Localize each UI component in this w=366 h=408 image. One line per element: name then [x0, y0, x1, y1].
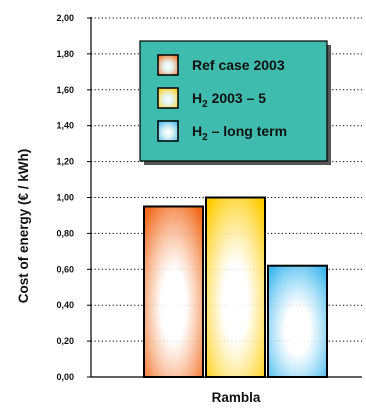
bar-2	[205, 196, 266, 378]
legend-swatch	[157, 120, 179, 142]
x-axis-label: Rambla	[212, 390, 261, 405]
y-tick-label: 0,40	[56, 300, 74, 310]
y-tick-label: 0,80	[56, 228, 74, 238]
y-axis-label: Cost of energy (€ / kWh)	[16, 149, 31, 304]
legend-swatch	[157, 54, 179, 76]
y-tick-label: 0,60	[56, 264, 74, 274]
y-tick-label: 1,00	[56, 193, 74, 203]
y-tick-label: 1,40	[56, 121, 74, 131]
legend-label: Ref case 2003	[192, 57, 285, 73]
y-tick-label: 1,60	[56, 85, 74, 95]
bars	[143, 196, 328, 378]
legend-label: H2 – long term	[192, 123, 287, 143]
bar-1	[143, 205, 204, 378]
y-tick-label: 0,20	[56, 336, 74, 346]
bar-3	[267, 264, 328, 378]
y-tick-label: 1,80	[56, 49, 74, 59]
y-tick-label: 2,00	[56, 13, 74, 23]
legend-swatch	[157, 87, 179, 109]
y-tick-label: 0,00	[56, 372, 74, 382]
y-axis-ticks: 0,00 0,20 0,40 0,60 0,80 1,00 1,20 1,40 1,60 1,80…	[56, 13, 91, 382]
y-tick-label: 1,20	[56, 157, 74, 167]
legend-label: H2 2003 – 5	[192, 90, 266, 110]
legend: Ref case 2003 H2 2003 – 5 H2 – long term	[139, 40, 331, 165]
